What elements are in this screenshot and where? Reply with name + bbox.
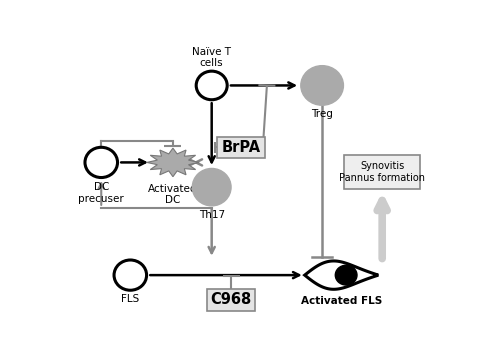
Ellipse shape [301,66,344,105]
Text: Activated
DC: Activated DC [148,184,198,206]
Text: Synovitis
Pannus formation: Synovitis Pannus formation [339,161,425,183]
Ellipse shape [114,260,146,290]
Text: Activated FLS: Activated FLS [301,296,382,306]
Text: Naïve T
cells: Naïve T cells [192,47,231,69]
Text: Treg: Treg [311,109,333,119]
Text: BrPA: BrPA [221,140,260,155]
Polygon shape [304,261,378,289]
Polygon shape [146,148,199,177]
FancyBboxPatch shape [344,155,420,189]
Text: Th17: Th17 [198,210,225,220]
FancyBboxPatch shape [216,137,265,158]
Ellipse shape [336,265,357,285]
Ellipse shape [192,169,231,206]
Ellipse shape [196,71,227,100]
Text: FLS: FLS [121,294,140,304]
FancyBboxPatch shape [207,289,256,311]
Ellipse shape [85,147,117,177]
Text: C968: C968 [210,292,252,307]
Text: DC
precuser: DC precuser [78,182,124,204]
